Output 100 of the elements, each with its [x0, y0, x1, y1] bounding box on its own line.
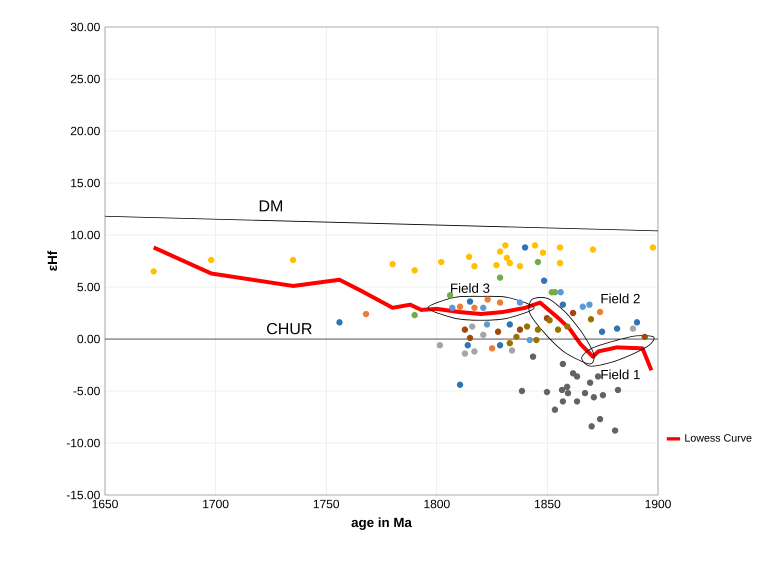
point [471, 262, 478, 270]
point [522, 244, 528, 251]
point [471, 304, 478, 311]
point [494, 328, 502, 335]
y-tick-label: 20.00 [70, 126, 100, 136]
point [582, 390, 588, 396]
point [586, 379, 594, 386]
point [570, 310, 576, 316]
point [596, 308, 604, 316]
point [150, 268, 157, 275]
point [208, 256, 214, 264]
point [462, 326, 468, 333]
point [468, 323, 476, 330]
point [496, 274, 504, 281]
point [594, 373, 602, 380]
point [411, 267, 418, 274]
point [446, 292, 454, 299]
point [466, 254, 472, 260]
point [580, 304, 586, 310]
point [552, 406, 558, 413]
y-tick-label: 10.00 [71, 230, 100, 240]
point [466, 334, 474, 342]
point [506, 340, 513, 346]
point [598, 328, 606, 335]
x-tick-label: 1750 [314, 500, 340, 508]
point [496, 342, 504, 348]
point [516, 326, 524, 333]
point [533, 336, 540, 344]
point [574, 373, 580, 380]
point [488, 345, 496, 352]
point [642, 334, 648, 340]
point [449, 304, 456, 311]
annotation: Field 2 [601, 294, 640, 304]
point [554, 326, 562, 333]
point [508, 347, 516, 354]
point [614, 386, 622, 394]
y-tick-label: -5.00 [73, 386, 100, 396]
point [456, 382, 464, 388]
point [496, 248, 504, 255]
y-tick-label: 30.00 [70, 22, 100, 32]
point [504, 254, 510, 262]
point [560, 360, 566, 368]
point [362, 310, 370, 318]
point [650, 244, 656, 251]
point [484, 321, 490, 328]
point [556, 244, 564, 251]
x-tick-label: 1850 [534, 500, 560, 508]
x-axis-title: age in Ma [352, 517, 412, 530]
y-tick-label: 25.00 [70, 74, 100, 84]
point [558, 386, 566, 394]
point [614, 325, 620, 332]
y-tick-label: -10.00 [66, 438, 100, 448]
y-tick-label: 15.00 [71, 178, 100, 188]
point [436, 342, 444, 348]
annotation: Field 1 [601, 369, 640, 380]
point [480, 332, 486, 338]
point [526, 336, 533, 344]
point [540, 278, 548, 284]
y-tick-label: -15.00 [66, 490, 100, 500]
point [466, 298, 474, 305]
point [336, 319, 343, 326]
point [513, 334, 520, 340]
x-tick-label: 1700 [203, 500, 228, 508]
point [290, 256, 296, 264]
point [389, 260, 396, 268]
point [456, 304, 464, 310]
legend-label: Lowess Curve [685, 434, 752, 442]
point [534, 258, 542, 266]
point [484, 296, 491, 303]
point [496, 299, 504, 306]
point [546, 317, 553, 324]
point [586, 301, 593, 308]
point [464, 342, 471, 348]
point [596, 416, 604, 422]
point [532, 242, 538, 249]
point [518, 388, 526, 394]
point [574, 398, 580, 405]
point [534, 326, 542, 333]
annotation: Field 3 [451, 283, 490, 293]
point [506, 321, 513, 328]
ref-line-label: CHUR [267, 322, 312, 334]
point [557, 288, 564, 296]
point [588, 423, 595, 430]
x-tick-label: 1900 [646, 500, 671, 508]
point [600, 392, 606, 398]
y-axis-title: εHf [47, 250, 58, 271]
point [544, 388, 550, 396]
point [506, 260, 513, 266]
x-tick-label: 1650 [92, 500, 118, 508]
point [540, 249, 546, 256]
point [530, 353, 536, 360]
point [524, 323, 530, 330]
point [564, 323, 571, 330]
point [564, 390, 572, 396]
point [462, 350, 468, 357]
point [471, 348, 478, 355]
point [590, 246, 596, 253]
point [564, 384, 570, 390]
point [612, 427, 618, 434]
annotation: DM [260, 200, 282, 212]
